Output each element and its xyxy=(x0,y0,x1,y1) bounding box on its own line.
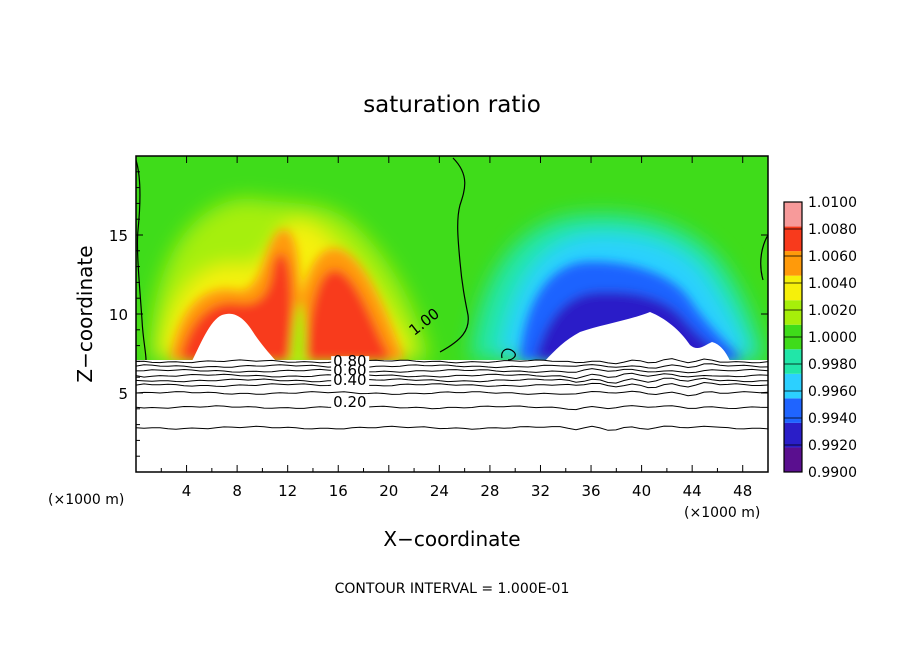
colorbar-label: 1.0060 xyxy=(808,249,857,265)
x-tick-label: 8 xyxy=(232,482,242,500)
x-unit-left: (×1000 m) xyxy=(48,492,124,508)
colorbar-swatch xyxy=(784,447,802,472)
colorbar-label: 0.9980 xyxy=(808,357,857,373)
contour-label-bg xyxy=(331,356,370,369)
colorbar-swatch xyxy=(784,398,802,423)
y-tick-label: 5 xyxy=(118,385,128,403)
x-tick-label: 28 xyxy=(480,482,499,500)
x-tick-label: 12 xyxy=(278,482,297,500)
contour-line xyxy=(136,363,768,369)
colorbar-label: 0.9900 xyxy=(808,465,857,481)
colorbar-label: 1.0080 xyxy=(808,222,857,238)
x-tick-label: 4 xyxy=(182,482,192,500)
contour-line xyxy=(136,377,768,384)
colorbar-swatch xyxy=(784,275,802,301)
colorbar-swatch xyxy=(784,251,802,276)
contour-line xyxy=(136,390,768,397)
x-tick-label: 32 xyxy=(531,482,550,500)
cloud-interior-left xyxy=(192,313,276,361)
y-axis-label: Z−coordinate xyxy=(73,245,97,382)
colorbar-swatch xyxy=(784,226,802,252)
colorbar-label: 0.9940 xyxy=(808,411,857,427)
contour-1-00-middle xyxy=(439,157,469,353)
contour-1-00-small xyxy=(501,348,516,361)
colorbar-swatch xyxy=(784,202,802,227)
colorbar-label: 1.0040 xyxy=(808,276,857,292)
contour-line xyxy=(136,425,768,431)
y-tick-label: 10 xyxy=(109,306,128,324)
lower-white-region xyxy=(136,360,768,472)
lower-contour-lines xyxy=(136,358,768,431)
x-tick-label: 20 xyxy=(379,482,398,500)
colorbar-label: 0.9960 xyxy=(808,384,857,400)
colorbar-label: 1.0020 xyxy=(808,303,857,319)
colorbar-label: 0.9920 xyxy=(808,438,857,454)
contour-line xyxy=(136,372,768,380)
chart-title: saturation ratio xyxy=(363,92,541,118)
x-tick-label: 40 xyxy=(632,482,651,500)
cloud-interior-right xyxy=(545,312,730,361)
x-axis: 4 8 12 16 20 24 28 32 36 40 44 48 xyxy=(160,156,752,500)
x-tick-label: 16 xyxy=(329,482,348,500)
x-tick-label: 44 xyxy=(683,482,702,500)
contour-label-bg xyxy=(331,365,370,378)
contour-line xyxy=(136,381,768,389)
colorbar-swatch xyxy=(784,373,802,399)
colorbar-swatch xyxy=(784,349,802,374)
contour-interval-note: CONTOUR INTERVAL = 1.000E-01 xyxy=(335,581,570,597)
contour-label: 0.20 xyxy=(333,393,366,411)
contour-label: 0.40 xyxy=(333,371,366,389)
colorbar-label: 1.0000 xyxy=(808,330,857,346)
y-tick-label: 15 xyxy=(109,227,128,245)
contour-line xyxy=(136,368,768,374)
contour-labels: 1.000.800.600.400.20 xyxy=(331,305,443,411)
contour-line xyxy=(136,358,768,365)
colorbar-swatch xyxy=(784,300,802,325)
plot-area xyxy=(136,156,768,472)
colorbar: 0.9900 0.9920 0.9940 0.9960 0.9980 1.0000 1.00… xyxy=(783,195,857,481)
x-tick-label: 36 xyxy=(581,482,600,500)
colorbar-swatch xyxy=(784,422,802,448)
x-tick-label: 24 xyxy=(430,482,449,500)
supersat-gap xyxy=(290,300,306,360)
contour-line xyxy=(136,405,768,411)
x-tick-label: 48 xyxy=(733,482,752,500)
y-axis: 5 10 15 xyxy=(109,171,768,457)
contour-label-bg xyxy=(331,375,370,388)
x-axis-label: X−coordinate xyxy=(383,527,520,551)
contour-label-bg xyxy=(331,397,370,410)
colorbar-label: 1.0100 xyxy=(808,195,857,211)
x-unit-right: (×1000 m) xyxy=(684,505,760,521)
contour-1-00-right xyxy=(760,234,768,281)
